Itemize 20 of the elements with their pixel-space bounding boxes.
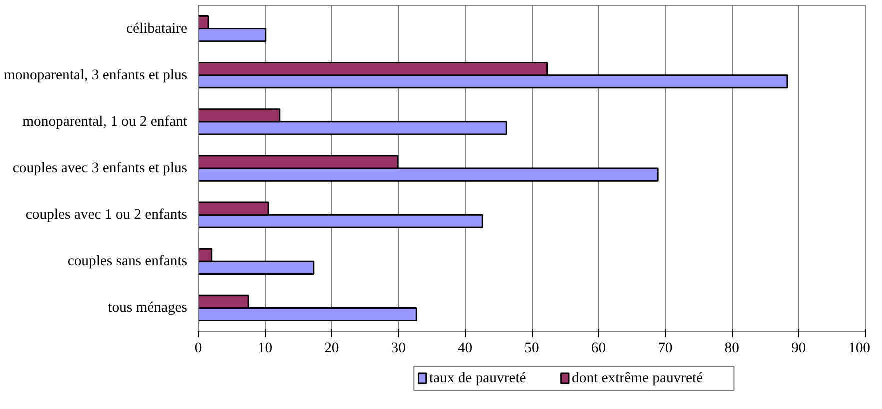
legend-label: dont extrême pauvreté	[572, 370, 704, 386]
y-tick-label: célibataire	[126, 20, 188, 37]
y-tick-label: monoparental, 1 ou 2 enfant	[22, 114, 188, 130]
legend-label: taux de pauvreté	[429, 370, 526, 386]
x-tick-label: 30	[391, 340, 406, 356]
x-tick-label: 80	[724, 340, 740, 356]
y-tick-label: couples avec 3 enfants et plus	[12, 160, 188, 176]
x-tick-label: 70	[658, 340, 673, 356]
x-tick-label: 100	[848, 340, 870, 356]
y-tick-label: couples avec 1 ou 2 enfants	[26, 207, 188, 224]
x-tick-label: 90	[791, 340, 806, 356]
x-tick-label: 0	[194, 340, 202, 356]
x-tick-label: 10	[258, 340, 273, 356]
y-tick-label: couples sans enfants	[68, 254, 188, 270]
x-tick-label: 60	[591, 340, 606, 356]
y-tick-label: monoparental, 3 enfants et plus	[4, 67, 188, 84]
x-tick-label: 20	[324, 340, 340, 356]
x-tick-label: 40	[458, 340, 473, 356]
x-tick-label: 50	[524, 340, 540, 356]
y-tick-label: tous ménages	[108, 300, 188, 316]
